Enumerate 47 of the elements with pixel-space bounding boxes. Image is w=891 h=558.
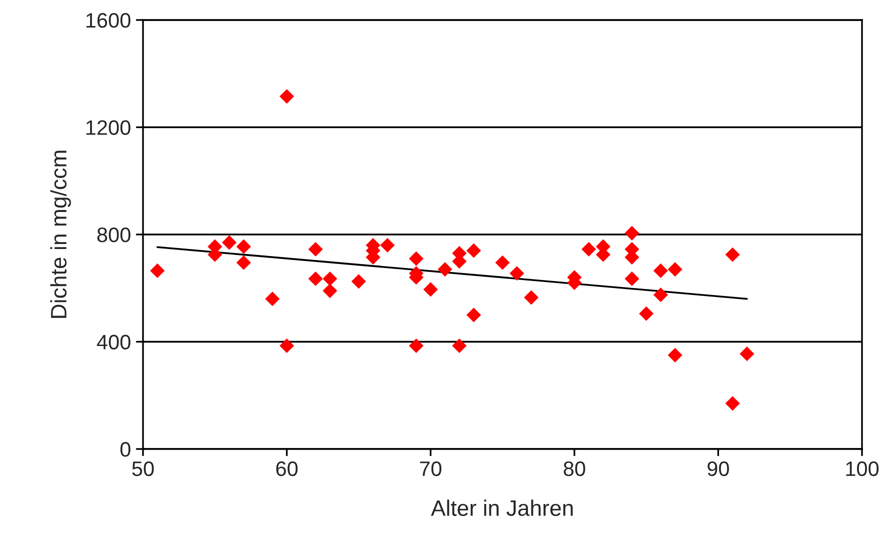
point — [524, 290, 539, 305]
y-axis-title: Dichte in mg/ccm — [50, 150, 71, 318]
point — [408, 251, 424, 266]
point — [495, 255, 510, 270]
point — [668, 348, 682, 362]
point — [624, 271, 640, 286]
point — [725, 396, 740, 411]
x-axis-title: Alter in Jahren — [430, 500, 573, 516]
point — [466, 308, 482, 322]
x-tick-label: 60 — [276, 461, 298, 476]
point — [725, 247, 740, 262]
point — [624, 226, 640, 240]
x-tick-label: 50 — [132, 461, 154, 476]
point — [222, 235, 237, 250]
point — [653, 263, 668, 278]
point — [236, 255, 251, 270]
point — [265, 292, 280, 306]
point — [150, 263, 165, 278]
point — [423, 282, 438, 297]
point — [380, 238, 395, 253]
point — [308, 242, 323, 257]
x-tick-label: 70 — [420, 461, 442, 476]
y-tick-label: 400 — [96, 334, 130, 350]
point — [408, 338, 424, 354]
point — [280, 338, 294, 354]
point — [351, 274, 366, 289]
point — [740, 346, 754, 362]
point — [438, 262, 452, 277]
point — [452, 338, 467, 354]
point — [322, 284, 338, 298]
x-tick-label: 80 — [564, 461, 586, 476]
point — [322, 271, 338, 286]
x-tick-label: 90 — [708, 461, 729, 476]
x-tick-label: 100 — [846, 461, 879, 476]
y-tick-label: 0 — [120, 442, 130, 457]
point — [639, 306, 654, 321]
point — [466, 243, 482, 258]
point — [236, 239, 251, 254]
y-tick-label: 1200 — [86, 120, 130, 136]
y-tick-label: 800 — [97, 228, 130, 242]
y-tick-label: 1600 — [86, 13, 130, 28]
point — [653, 288, 668, 302]
point — [308, 271, 323, 286]
point — [668, 262, 682, 277]
point — [581, 242, 596, 257]
point — [510, 266, 524, 281]
point — [280, 89, 294, 104]
